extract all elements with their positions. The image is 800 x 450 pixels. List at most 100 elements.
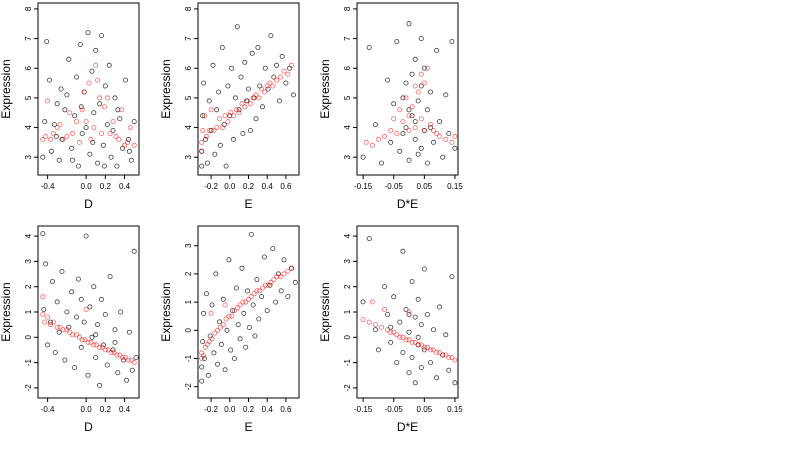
data-point (40, 311, 46, 317)
data-point (124, 377, 130, 383)
data-point (85, 339, 91, 345)
data-point (446, 367, 452, 373)
data-point (434, 47, 440, 53)
data-point (274, 62, 280, 68)
data-point (40, 154, 46, 160)
data-point (216, 319, 222, 325)
series-fitted (363, 65, 458, 148)
series-observed (199, 24, 296, 169)
data-point (200, 113, 206, 119)
data-point (125, 357, 131, 363)
data-point (412, 339, 418, 345)
y-tick-label: 2 (24, 284, 33, 289)
x-axis-title: E (244, 197, 252, 211)
x-tick-label: 0.2 (100, 182, 112, 191)
data-point (415, 342, 421, 348)
y-tick-label: 2 (184, 271, 193, 276)
y-tick-label: 3 (184, 154, 193, 159)
data-point (101, 163, 107, 169)
data-point (131, 119, 137, 125)
data-point (214, 125, 220, 131)
data-point (274, 274, 280, 280)
data-point (288, 265, 294, 271)
data-point (421, 347, 427, 353)
data-point (64, 92, 70, 98)
data-point (247, 101, 253, 107)
data-point (262, 282, 268, 288)
data-point (421, 266, 427, 272)
data-point (372, 327, 378, 333)
y-axis-title: Expression (0, 59, 13, 118)
data-point (288, 62, 294, 68)
data-point (406, 127, 412, 133)
data-point (99, 33, 105, 39)
data-point (208, 310, 214, 316)
data-point (209, 302, 215, 308)
data-point (424, 160, 430, 166)
data-point (255, 45, 261, 51)
data-point (400, 248, 406, 254)
data-point (418, 116, 424, 122)
data-point (206, 127, 212, 133)
data-point (452, 357, 458, 363)
data-point (247, 127, 253, 133)
y-axis-title: Expression (0, 282, 13, 341)
data-point (400, 334, 406, 340)
data-point (213, 271, 219, 277)
data-point (281, 271, 287, 277)
data-point (385, 311, 391, 317)
x-tick-label: 0.4 (262, 405, 274, 414)
x-axis-title: D (84, 420, 93, 434)
data-point (406, 309, 412, 315)
data-point (40, 136, 46, 142)
data-point (278, 288, 284, 294)
data-point (52, 349, 58, 355)
data-point (128, 357, 134, 363)
y-axis: -2 -1 0 1 2 3 (184, 243, 198, 390)
data-point (449, 139, 455, 145)
data-point (91, 125, 97, 131)
data-point (449, 39, 455, 45)
data-point (93, 62, 99, 68)
y-axis-title: Expression (159, 59, 173, 118)
data-point (366, 45, 372, 51)
data-point (415, 296, 421, 302)
data-point (131, 142, 137, 148)
data-point (400, 95, 406, 101)
data-point (443, 332, 449, 338)
data-point (78, 104, 84, 110)
data-point (82, 337, 88, 343)
data-point (48, 322, 54, 328)
y-tick-label: 4 (343, 125, 352, 130)
data-point (421, 344, 427, 350)
data-point (437, 133, 443, 139)
data-point (406, 370, 412, 376)
data-point (412, 125, 418, 131)
data-point (224, 327, 230, 333)
data-point (74, 332, 80, 338)
data-point (93, 332, 99, 338)
data-point (110, 119, 116, 125)
data-point (397, 319, 403, 325)
data-point (418, 145, 424, 151)
data-point (127, 125, 133, 131)
data-point (237, 302, 243, 308)
data-point (199, 163, 205, 169)
data-point (360, 299, 366, 305)
data-point (259, 293, 265, 299)
data-point (205, 372, 211, 378)
y-tick-label: 3 (24, 259, 33, 264)
x-tick-label: 0.6 (280, 405, 292, 414)
data-point (412, 136, 418, 142)
data-point (88, 136, 94, 142)
data-point (50, 130, 56, 136)
data-point (443, 92, 449, 98)
data-point (104, 122, 110, 128)
data-point (77, 42, 83, 48)
data-point (265, 282, 271, 288)
data-point (222, 113, 228, 119)
data-point (440, 352, 446, 358)
y-tick-label: -2 (184, 383, 193, 391)
data-point (238, 74, 244, 80)
data-point (290, 92, 296, 98)
